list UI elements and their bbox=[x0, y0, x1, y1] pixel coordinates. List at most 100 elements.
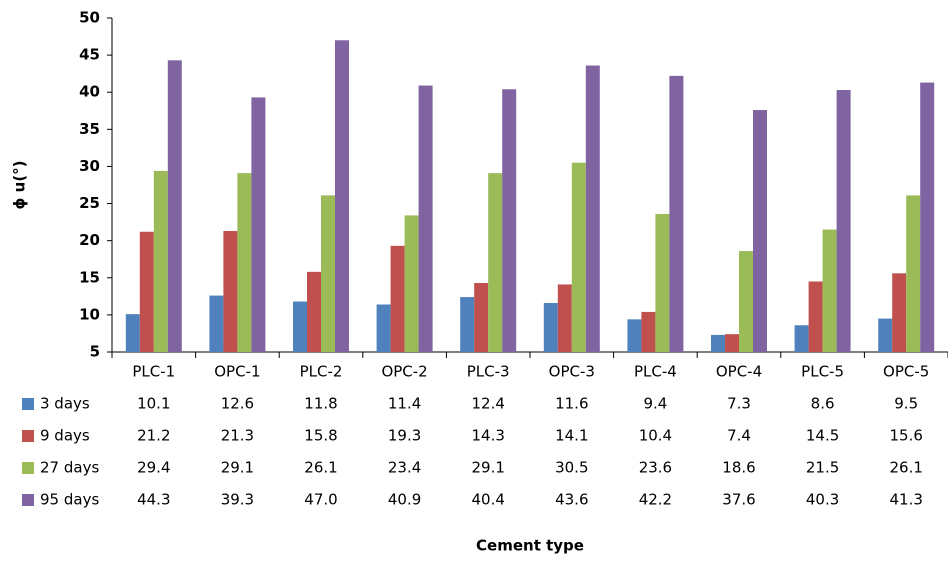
bar bbox=[627, 319, 642, 352]
table-value: 42.2 bbox=[639, 491, 672, 509]
table-value: 7.4 bbox=[727, 427, 751, 445]
bar bbox=[209, 295, 224, 352]
x-tick-label: OPC-1 bbox=[214, 363, 260, 381]
table-value: 47.0 bbox=[304, 491, 337, 509]
table-value: 11.8 bbox=[304, 395, 337, 413]
table-value: 11.4 bbox=[388, 395, 421, 413]
bar bbox=[488, 173, 503, 352]
x-tick-label: PLC-2 bbox=[300, 363, 343, 381]
bar bbox=[571, 162, 586, 352]
table-value: 21.2 bbox=[137, 427, 170, 445]
table-value: 23.6 bbox=[639, 459, 672, 477]
table-value: 8.6 bbox=[811, 395, 835, 413]
legend-label: 9 days bbox=[40, 427, 90, 445]
table-value: 23.4 bbox=[388, 459, 421, 477]
x-tick-label: OPC-4 bbox=[716, 363, 762, 381]
bar bbox=[251, 97, 266, 352]
bar bbox=[739, 251, 753, 352]
bar bbox=[641, 311, 656, 352]
bar bbox=[753, 110, 767, 352]
legend-key bbox=[22, 494, 34, 506]
y-tick-label: 30 bbox=[79, 157, 100, 175]
table-value: 12.6 bbox=[221, 395, 254, 413]
table-value: 44.3 bbox=[137, 491, 170, 509]
legend-label: 95 days bbox=[40, 491, 99, 509]
y-tick-label: 45 bbox=[79, 46, 100, 64]
y-tick-label: 50 bbox=[79, 9, 100, 27]
table-value: 14.5 bbox=[806, 427, 839, 445]
bar bbox=[153, 170, 168, 352]
y-tick-label: 35 bbox=[79, 120, 100, 138]
bar bbox=[474, 282, 489, 352]
table-value: 39.3 bbox=[221, 491, 254, 509]
table-value: 15.6 bbox=[889, 427, 922, 445]
bar bbox=[822, 229, 837, 352]
x-tick-label: PLC-5 bbox=[801, 363, 844, 381]
bar bbox=[711, 334, 725, 352]
bar bbox=[585, 65, 600, 352]
y-tick-label: 25 bbox=[79, 194, 100, 212]
table-value: 29.1 bbox=[471, 459, 504, 477]
bar bbox=[920, 82, 935, 352]
x-tick-label: OPC-2 bbox=[381, 363, 427, 381]
y-tick-label: 10 bbox=[79, 305, 100, 323]
x-tick-label: PLC-3 bbox=[467, 363, 510, 381]
bar bbox=[502, 89, 517, 353]
bar bbox=[878, 318, 893, 352]
table-value: 41.3 bbox=[889, 491, 922, 509]
y-tick-label: 40 bbox=[79, 83, 100, 101]
bar bbox=[557, 284, 572, 352]
bar bbox=[892, 273, 907, 352]
x-axis-title: Cement type bbox=[476, 537, 584, 555]
bar bbox=[808, 281, 823, 352]
bar bbox=[460, 297, 475, 352]
bar bbox=[655, 213, 670, 352]
bar bbox=[418, 85, 433, 352]
bar bbox=[543, 303, 558, 352]
y-axis-title: ϕ u(°) bbox=[11, 160, 29, 209]
table-value: 10.1 bbox=[137, 395, 170, 413]
y-tick-label: 5 bbox=[90, 343, 100, 361]
legend-key bbox=[22, 430, 34, 442]
legend-key bbox=[22, 398, 34, 410]
bar bbox=[237, 173, 252, 352]
table-value: 26.1 bbox=[304, 459, 337, 477]
x-tick-label: PLC-4 bbox=[634, 363, 677, 381]
bar bbox=[906, 195, 921, 352]
table-value: 29.1 bbox=[221, 459, 254, 477]
bar bbox=[376, 304, 391, 352]
table-value: 40.3 bbox=[806, 491, 839, 509]
bar bbox=[725, 334, 739, 352]
legend-label: 27 days bbox=[40, 459, 99, 477]
table-value: 18.6 bbox=[722, 459, 755, 477]
bar bbox=[669, 75, 684, 352]
x-tick-label: OPC-3 bbox=[549, 363, 595, 381]
bar bbox=[390, 245, 405, 352]
y-tick-label: 15 bbox=[79, 268, 100, 286]
legend-label: 3 days bbox=[40, 395, 90, 413]
bar bbox=[794, 325, 809, 352]
table-value: 12.4 bbox=[471, 395, 504, 413]
y-tick-label: 20 bbox=[79, 231, 100, 249]
table-value: 21.3 bbox=[221, 427, 254, 445]
table-value: 40.9 bbox=[388, 491, 421, 509]
legend-key bbox=[22, 462, 34, 474]
table-value: 10.4 bbox=[639, 427, 672, 445]
table-value: 9.5 bbox=[894, 395, 918, 413]
table-value: 7.3 bbox=[727, 395, 751, 413]
x-tick-label: OPC-5 bbox=[883, 363, 929, 381]
bar bbox=[307, 271, 321, 352]
table-value: 26.1 bbox=[889, 459, 922, 477]
table-value: 21.5 bbox=[806, 459, 839, 477]
bar bbox=[836, 89, 851, 353]
table-value: 11.6 bbox=[555, 395, 588, 413]
table-value: 43.6 bbox=[555, 491, 588, 509]
x-tick-label: PLC-1 bbox=[132, 363, 175, 381]
bar bbox=[293, 301, 307, 352]
bar bbox=[167, 60, 182, 352]
table-value: 30.5 bbox=[555, 459, 588, 477]
bar bbox=[335, 40, 349, 353]
bar bbox=[321, 195, 335, 352]
bar bbox=[223, 231, 238, 352]
